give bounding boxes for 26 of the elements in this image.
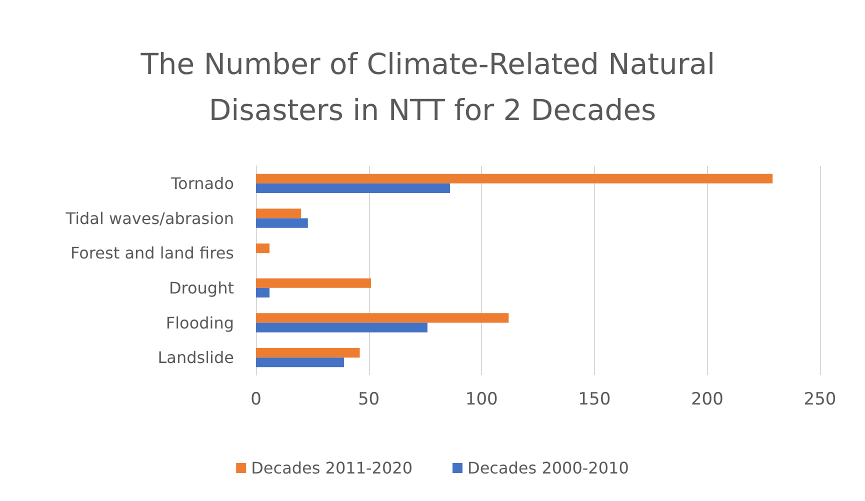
bar: [256, 288, 270, 298]
bar: [256, 358, 344, 368]
bar: [256, 322, 428, 332]
y-tick-label: Flooding: [166, 313, 234, 332]
bar: [256, 183, 450, 193]
y-tick-label: Tidal waves/abrasion: [64, 208, 234, 228]
bar: [256, 278, 372, 288]
bar: [256, 218, 308, 228]
bar: [256, 348, 360, 358]
bar: [256, 244, 270, 254]
x-tick-label: 200: [690, 390, 724, 410]
x-tick-label: 250: [804, 390, 836, 410]
y-tick-label: Tornado: [170, 174, 234, 193]
chart-title: The Number of Climate-Related Natural Disasters in NTT for 2 Decades: [140, 47, 724, 127]
bar: [256, 208, 302, 218]
y-tick-label: Landslide: [158, 348, 234, 368]
x-tick-label: 0: [250, 390, 262, 410]
bar: [256, 313, 509, 323]
x-tick-label: 150: [578, 390, 611, 410]
x-tick-label: 50: [358, 390, 380, 410]
bar: [256, 174, 773, 184]
y-tick-label: Forest and land fires: [70, 244, 234, 263]
y-tick-label: Drought: [168, 278, 234, 298]
legend-label: Decades 2000-2010: [468, 458, 629, 478]
x-tick-label: 100: [465, 390, 498, 410]
legend-label: Decades 2011-2020: [251, 458, 413, 478]
